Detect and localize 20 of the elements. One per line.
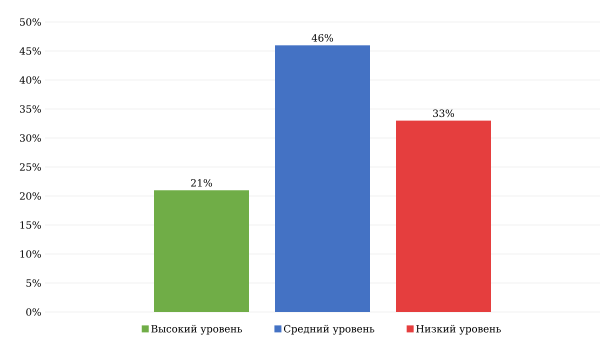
y-tick-label: 15% [20,221,41,229]
legend-label: Средний уровень [284,324,374,335]
y-tick-label: 30% [20,134,41,142]
data-label: 21% [191,179,212,187]
y-tick-label: 20% [20,192,41,200]
legend-label: Высокий уровень [151,324,242,335]
y-tick-label: 0% [26,308,41,316]
data-label: 46% [312,34,334,42]
bar [396,120,491,312]
bar [154,190,249,312]
y-tick-label: 50% [20,18,41,26]
y-tick-label: 10% [20,250,41,258]
legend-label: Низкий уровень [416,324,501,335]
y-tick-label: 5% [26,279,41,287]
bar [275,45,370,312]
data-label: 33% [433,109,454,118]
y-tick-label: 40% [20,76,41,84]
y-tick-label: 25% [20,163,41,171]
y-tick-label: 35% [20,105,41,113]
y-tick-label: 45% [20,47,41,55]
